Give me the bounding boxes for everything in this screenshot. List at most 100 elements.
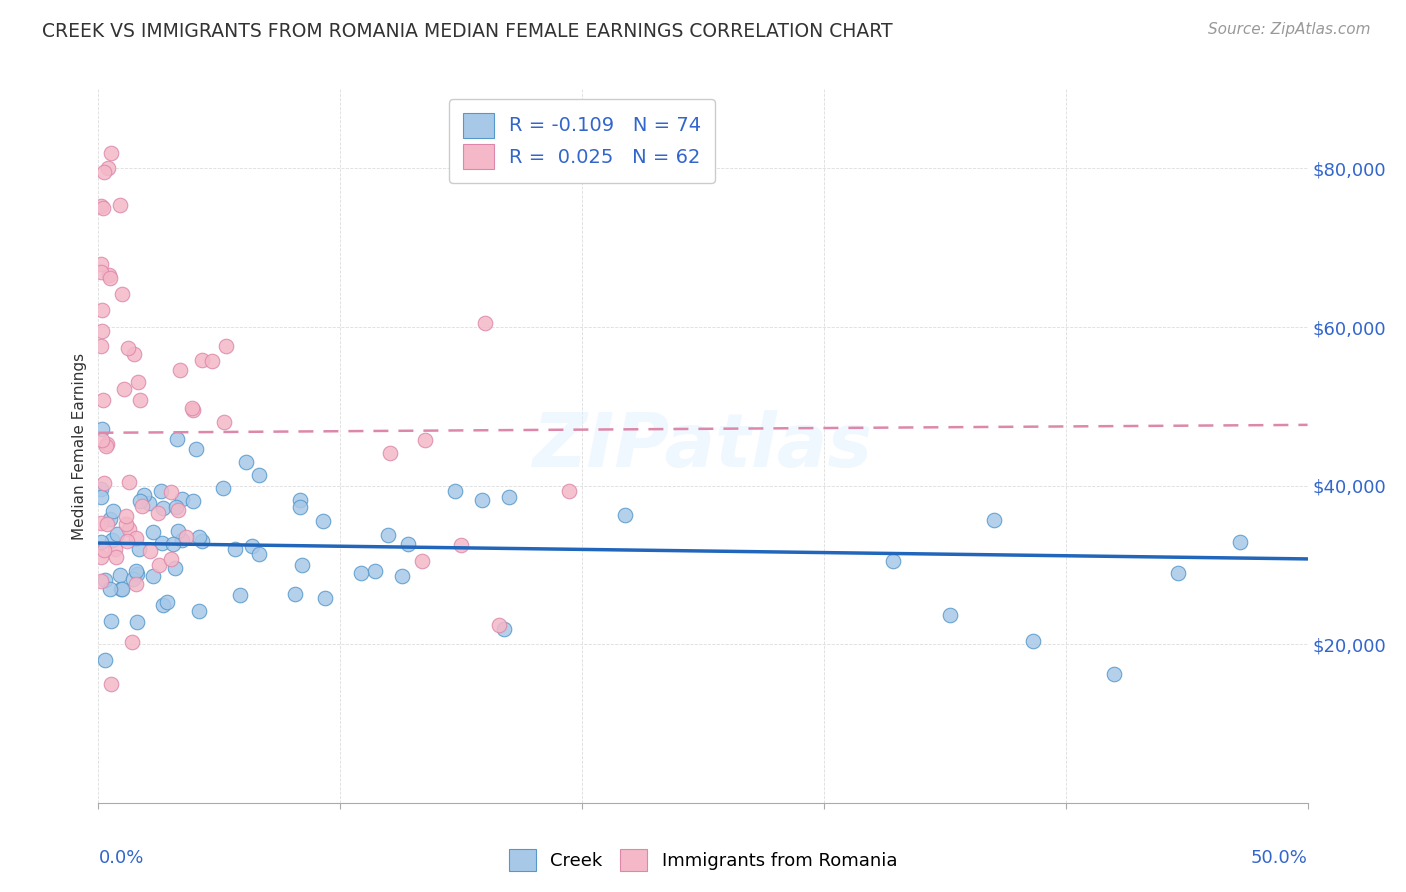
Point [148,506,170,520]
Point [124,531,146,545]
Point [163,561,186,575]
Point [211,481,233,495]
Point [122,572,145,586]
Point [91,393,114,408]
Point [166,503,188,517]
Point [1229,534,1251,549]
Point [162,537,184,551]
Point [190,534,212,549]
Point [121,635,143,649]
Point [411,554,433,568]
Point [224,542,246,557]
Point [91,434,114,448]
Point [1102,666,1125,681]
Point [247,547,270,561]
Point [312,514,335,528]
Point [129,393,152,408]
Point [498,491,520,505]
Text: 50.0%: 50.0% [1251,849,1308,867]
Point [128,541,150,556]
Point [142,569,165,583]
Point [90,482,112,496]
Point [240,539,263,553]
Point [90,265,112,279]
Point [187,530,209,544]
Point [125,566,148,581]
Point [98,582,121,597]
Point [115,516,138,531]
Point [148,558,170,573]
Point [118,475,141,489]
Point [229,588,252,602]
Point [90,199,112,213]
Point [90,550,112,565]
Point [90,257,112,271]
Point [132,488,155,502]
Text: 0.0%: 0.0% [98,849,143,867]
Point [212,415,235,429]
Point [108,198,131,212]
Point [284,587,307,601]
Point [156,595,179,609]
Point [100,145,122,160]
Point [290,500,312,515]
Point [413,434,436,448]
Point [152,500,174,515]
Point [377,527,399,541]
Point [160,485,183,500]
Point [471,492,494,507]
Point [97,268,120,283]
Point [558,483,581,498]
Point [124,564,146,578]
Point [90,324,112,338]
Point [125,615,148,630]
Point [90,516,112,530]
Point [488,618,510,632]
Point [98,512,121,526]
Point [90,535,112,549]
Point [983,513,1005,527]
Point [191,352,214,367]
Point [104,542,127,557]
Point [112,382,135,396]
Point [118,522,141,536]
Point [122,347,145,361]
Y-axis label: Median Female Earnings: Median Female Earnings [72,352,87,540]
Text: CREEK VS IMMIGRANTS FROM ROMANIA MEDIAN FEMALE EARNINGS CORRELATION CHART: CREEK VS IMMIGRANTS FROM ROMANIA MEDIAN … [42,22,893,41]
Point [93,165,115,179]
Point [115,509,138,524]
Point [91,202,114,216]
Point [139,544,162,558]
Point [1167,566,1189,580]
Point [97,161,120,175]
Point [291,558,314,573]
Point [174,530,197,544]
Point [90,491,112,505]
Point [364,564,387,578]
Point [105,550,128,565]
Point [100,677,122,691]
Legend: R = -0.109   N = 74, R =  0.025   N = 62: R = -0.109 N = 74, R = 0.025 N = 62 [449,99,716,183]
Point [1021,634,1043,648]
Point [108,568,131,582]
Point [201,354,224,368]
Point [110,582,132,596]
Point [180,401,202,415]
Point [111,287,134,301]
Point [117,341,139,355]
Point [166,524,188,538]
Point [98,270,121,285]
Point [247,468,270,483]
Point [90,339,112,353]
Point [183,403,205,417]
Point [117,533,139,548]
Point [142,525,165,540]
Point [290,493,312,508]
Point [492,622,515,636]
Point [165,500,187,514]
Point [103,504,125,518]
Point [614,508,637,523]
Point [96,516,118,531]
Point [181,493,204,508]
Point [131,500,153,514]
